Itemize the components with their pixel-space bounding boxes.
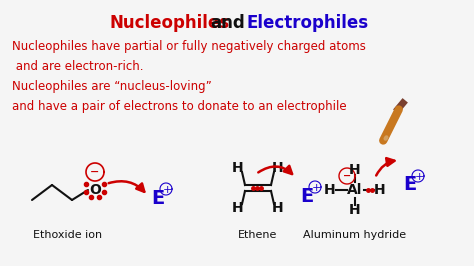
Text: O: O xyxy=(89,183,101,197)
Text: −: − xyxy=(91,167,100,177)
Text: Ethene: Ethene xyxy=(238,230,278,240)
Text: H: H xyxy=(374,183,386,197)
FancyArrowPatch shape xyxy=(109,181,144,192)
Text: H: H xyxy=(232,201,244,215)
Text: Nucleophiles are “nucleus-loving”: Nucleophiles are “nucleus-loving” xyxy=(12,80,212,93)
Text: E: E xyxy=(300,186,313,206)
Text: H: H xyxy=(349,163,361,177)
Text: H: H xyxy=(272,161,284,175)
Text: Nucleophiles: Nucleophiles xyxy=(110,14,230,32)
Text: E: E xyxy=(403,176,416,194)
Text: Electrophiles: Electrophiles xyxy=(247,14,369,32)
Text: and have a pair of electrons to donate to an electrophile: and have a pair of electrons to donate t… xyxy=(12,100,346,113)
Text: and are electron-rich.: and are electron-rich. xyxy=(12,60,144,73)
Text: H: H xyxy=(349,203,361,217)
Text: Nucleophiles have partial or fully negatively charged atoms: Nucleophiles have partial or fully negat… xyxy=(12,40,366,53)
Text: and: and xyxy=(210,14,245,32)
Text: H: H xyxy=(272,201,284,215)
Text: Al: Al xyxy=(347,183,363,197)
Text: E: E xyxy=(151,189,164,207)
Text: Ethoxide ion: Ethoxide ion xyxy=(34,230,102,240)
Text: +: + xyxy=(415,172,424,182)
Text: +: + xyxy=(163,185,173,195)
Text: Aluminum hydride: Aluminum hydride xyxy=(303,230,407,240)
Text: H: H xyxy=(324,183,336,197)
FancyArrowPatch shape xyxy=(376,158,394,176)
Text: H: H xyxy=(232,161,244,175)
FancyArrowPatch shape xyxy=(258,166,292,174)
Text: −: − xyxy=(343,171,351,181)
Text: +: + xyxy=(312,183,321,193)
